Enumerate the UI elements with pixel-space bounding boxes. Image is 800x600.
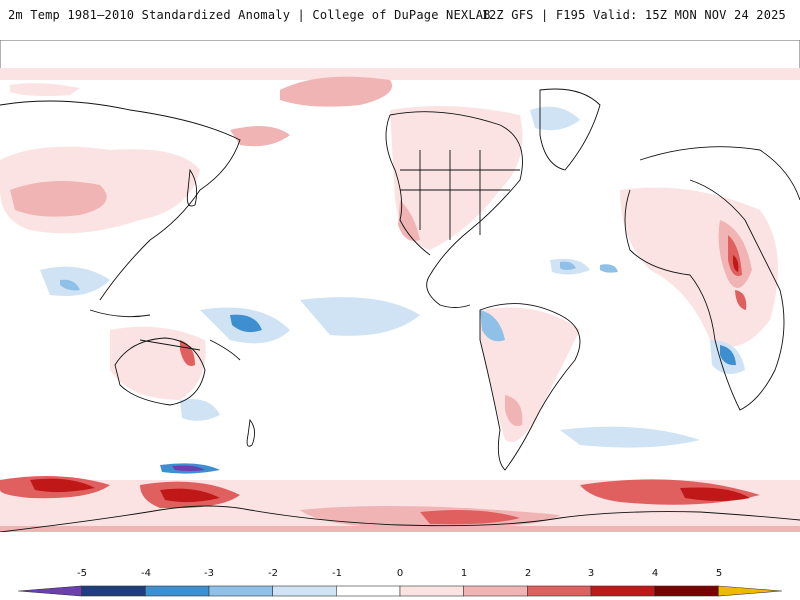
colorbar-segment [590, 585, 655, 597]
legend-tick-label: -4 [141, 568, 151, 579]
colorbar-segment [654, 585, 719, 597]
legend-tick-label: -5 [77, 568, 87, 579]
warm-anomaly-antarctic [0, 476, 800, 532]
color-legend: -5 -4 -3 -2 -1 0 1 2 3 4 5 [0, 568, 800, 600]
legend-tick-label: 5 [715, 568, 723, 579]
colorbar-segment [17, 585, 82, 597]
legend-tick-label: -2 [268, 568, 278, 579]
legend-tick-label: 2 [524, 568, 532, 579]
warm-anomaly-north-america [390, 106, 523, 250]
header: 2m Temp 1981–2010 Standardized Anomaly |… [0, 0, 800, 40]
colorbar-segment [718, 585, 783, 597]
cold-anomaly-tropics [40, 106, 745, 474]
valid-time: 12Z GFS | F195 Valid: 15Z MON NOV 24 202… [481, 8, 786, 22]
colorbar-segment [399, 585, 464, 597]
warm-anomaly-south-america [480, 307, 580, 442]
legend-tick-label: 1 [460, 568, 468, 579]
legend-tick-label: 0 [396, 568, 404, 579]
colorbar [17, 585, 783, 597]
anomaly-map [0, 40, 800, 560]
colorbar-segment [81, 585, 146, 597]
warm-anomaly-arctic [0, 68, 800, 107]
warm-anomaly-asia [0, 126, 290, 234]
colorbar-segment [336, 585, 401, 597]
coastlines [0, 88, 800, 533]
colorbar-segment [145, 585, 210, 597]
legend-tick-label: 3 [587, 568, 595, 579]
colorbar-segment [527, 585, 592, 597]
colorbar-segment [208, 585, 273, 597]
colorbar-segment [463, 585, 528, 597]
map-canvas [0, 40, 800, 560]
warm-anomaly-australia [110, 326, 206, 400]
legend-tick-label: -1 [332, 568, 342, 579]
legend-tick-label: 4 [651, 568, 659, 579]
legend-tick-label: -3 [204, 568, 214, 579]
warm-anomaly-africa [620, 187, 778, 347]
product-title: 2m Temp 1981–2010 Standardized Anomaly |… [8, 8, 491, 22]
colorbar-segment [272, 585, 337, 597]
